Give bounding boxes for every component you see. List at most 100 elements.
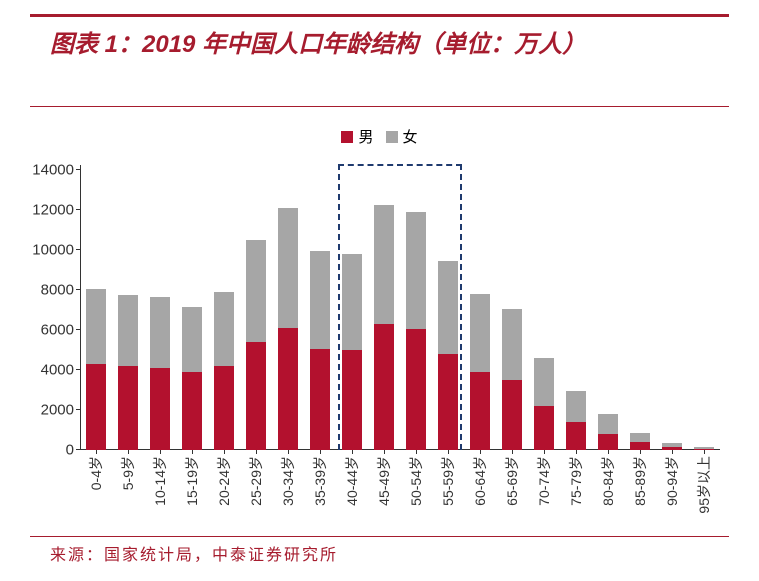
xtick-label: 0-4岁 — [86, 456, 106, 490]
bar-segment-female — [470, 294, 490, 372]
bar-group — [438, 170, 458, 450]
bar-segment-male — [566, 422, 586, 450]
bar-group — [182, 170, 202, 450]
bar-segment-male — [118, 366, 138, 450]
xtick-mark — [416, 450, 417, 454]
legend-label: 女 — [403, 126, 418, 147]
bar-segment-male — [214, 366, 234, 450]
bar-segment-male — [630, 442, 650, 450]
xtick-label: 10-14岁 — [150, 456, 170, 506]
xtick-mark — [352, 450, 353, 454]
legend-swatch — [386, 131, 398, 143]
bar-segment-female — [630, 433, 650, 442]
bar-segment-female — [406, 212, 426, 329]
legend: 男女 — [0, 126, 759, 147]
bar-segment-female — [438, 261, 458, 354]
bar-segment-male — [470, 372, 490, 450]
bar-group — [374, 170, 394, 450]
chart-plot-area: 02000400060008000100001200014000 0-4岁5-9… — [80, 170, 720, 450]
bar-segment-male — [342, 350, 362, 450]
bar-group — [310, 170, 330, 450]
bar-group — [694, 170, 714, 450]
bar-segment-female — [598, 414, 618, 434]
ytick-label: 10000 — [32, 242, 74, 259]
xtick-mark — [192, 450, 193, 454]
bar-segment-female — [534, 358, 554, 406]
bar-segment-male — [598, 434, 618, 450]
ytick-label: 2000 — [41, 402, 74, 419]
top-rule-thin — [30, 106, 729, 107]
bar-segment-female — [278, 208, 298, 328]
bars-layer: 0-4岁5-9岁10-14岁15-19岁20-24岁25-29岁30-34岁35… — [80, 170, 720, 450]
bar-group — [470, 170, 490, 450]
xtick-label: 25-29岁 — [246, 456, 266, 506]
xtick-label: 30-34岁 — [278, 456, 298, 506]
xtick-mark — [480, 450, 481, 454]
xtick-label: 20-24岁 — [214, 456, 234, 506]
xtick-mark — [608, 450, 609, 454]
xtick-mark — [288, 450, 289, 454]
xtick-label: 35-39岁 — [310, 456, 330, 506]
bar-group — [342, 170, 362, 450]
bar-segment-male — [278, 328, 298, 450]
ytick-label: 12000 — [32, 202, 74, 219]
bar-group — [118, 170, 138, 450]
xtick-label: 95岁以上 — [694, 456, 714, 514]
bar-segment-female — [310, 251, 330, 349]
bar-segment-male — [438, 354, 458, 450]
legend-item: 女 — [386, 126, 418, 147]
ytick-label: 4000 — [41, 362, 74, 379]
bar-segment-male — [150, 368, 170, 450]
xtick-label: 75-79岁 — [566, 456, 586, 506]
bar-segment-female — [86, 289, 106, 364]
bar-group — [406, 170, 426, 450]
xtick-mark — [320, 450, 321, 454]
source-text: 来源：国家统计局，中泰证券研究所 — [50, 541, 338, 565]
ytick-label: 8000 — [41, 282, 74, 299]
bar-segment-male — [502, 380, 522, 450]
bar-group — [86, 170, 106, 450]
chart-title: 图表 1：2019 年中国人口年龄结构（单位：万人） — [50, 24, 586, 59]
legend-item: 男 — [341, 126, 373, 147]
xtick-mark — [704, 450, 705, 454]
xtick-label: 60-64岁 — [470, 456, 490, 506]
xtick-label: 40-44岁 — [342, 456, 362, 506]
bar-segment-female — [150, 297, 170, 368]
bar-segment-female — [662, 443, 682, 447]
xtick-label: 70-74岁 — [534, 456, 554, 506]
bottom-rule — [30, 536, 729, 537]
xtick-label: 90-94岁 — [662, 456, 682, 506]
xtick-mark — [672, 450, 673, 454]
bar-group — [662, 170, 682, 450]
bar-segment-female — [566, 391, 586, 422]
bar-segment-male — [86, 364, 106, 450]
bar-group — [214, 170, 234, 450]
xtick-label: 45-49岁 — [374, 456, 394, 506]
bar-group — [534, 170, 554, 450]
xtick-mark — [160, 450, 161, 454]
bar-segment-female — [182, 307, 202, 372]
legend-swatch — [341, 131, 353, 143]
bar-segment-female — [342, 254, 362, 350]
bar-group — [502, 170, 522, 450]
bar-group — [278, 170, 298, 450]
bar-segment-male — [374, 324, 394, 450]
xtick-mark — [640, 450, 641, 454]
xtick-mark — [96, 450, 97, 454]
bar-segment-female — [374, 205, 394, 324]
xtick-label: 5-9岁 — [118, 456, 138, 490]
top-rule-thick — [30, 14, 729, 17]
xtick-label: 55-59岁 — [438, 456, 458, 506]
bar-segment-male — [246, 342, 266, 450]
xtick-mark — [544, 450, 545, 454]
bar-group — [150, 170, 170, 450]
ytick-label: 14000 — [32, 162, 74, 179]
bar-segment-male — [310, 349, 330, 450]
xtick-mark — [448, 450, 449, 454]
bar-segment-female — [214, 292, 234, 366]
bar-segment-male — [406, 329, 426, 450]
bar-segment-female — [694, 447, 714, 449]
xtick-label: 85-89岁 — [630, 456, 650, 506]
bar-segment-male — [182, 372, 202, 450]
xtick-mark — [256, 450, 257, 454]
